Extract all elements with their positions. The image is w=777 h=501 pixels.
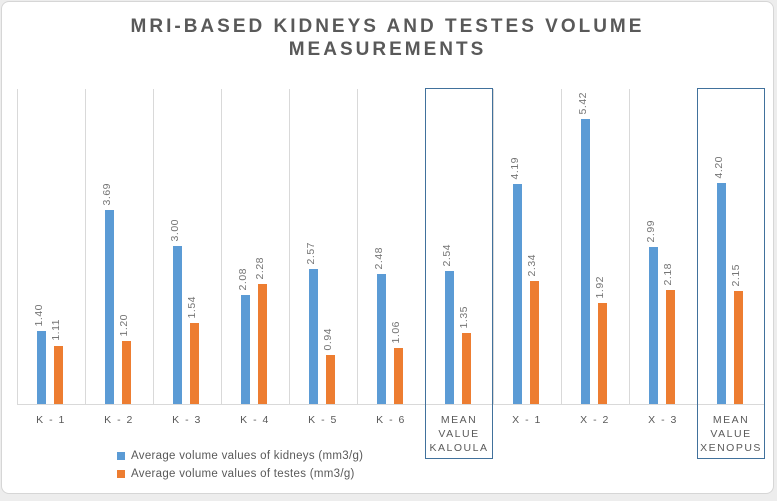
bar-kidneys: [581, 119, 590, 404]
category-gridline: [493, 89, 494, 404]
data-label-kidneys: 4.20: [713, 155, 725, 178]
bar-testes: [54, 346, 63, 404]
plot-area: 1.40 3.69 3.00 2.08 2.57 2.48 2.54 4.19 5.42 2.99…: [17, 88, 765, 459]
x-axis-label-line: MEAN: [712, 414, 750, 426]
category-gridline: [357, 89, 358, 404]
legend-swatch-icon: [117, 452, 125, 460]
data-label-kidneys: 2.48: [373, 246, 385, 269]
bar-kidneys: [445, 271, 454, 404]
data-label-kidneys: 2.99: [645, 219, 657, 242]
category-gridline: [764, 89, 765, 404]
x-axis-label-line: K - 2: [104, 414, 134, 426]
bar-testes: [598, 303, 607, 404]
x-axis-label-line: K - 4: [240, 414, 270, 426]
x-axis-label: X - 3: [629, 413, 697, 427]
bar-kidneys: [37, 331, 46, 404]
bar-testes: [394, 348, 403, 404]
x-axis-label-line: VALUE: [438, 428, 480, 440]
bar-testes: [190, 323, 199, 404]
x-axis-label-line: X - 1: [512, 414, 542, 426]
category-gridline: [425, 89, 426, 404]
mean-value-highlight-box: [425, 88, 493, 459]
category-gridline: [289, 89, 290, 404]
x-axis-label-line: K - 1: [36, 414, 66, 426]
data-label-testes: 1.06: [390, 320, 402, 343]
data-label-kidneys: 2.08: [237, 267, 249, 290]
data-label-testes: 1.54: [186, 295, 198, 318]
x-axis-label: K - 2: [85, 413, 153, 427]
x-axis-label-line: X - 2: [580, 414, 610, 426]
chart-title: MRI-BASED KIDNEYS AND TESTES VOLUME MEAS…: [130, 16, 645, 60]
legend-item-testes: Average volume values of testes (mm3/g): [117, 465, 363, 483]
bar-kidneys: [377, 274, 386, 404]
x-axis-label: X - 1: [493, 413, 561, 427]
data-label-kidneys: 3.00: [169, 218, 181, 241]
x-axis-label: MEAN VALUE XENOPUS: [697, 413, 765, 455]
data-label-testes: 0.94: [322, 327, 334, 350]
data-label-testes: 2.18: [662, 262, 674, 285]
category-gridline: [221, 89, 222, 404]
legend-swatch-icon: [117, 470, 125, 478]
x-axis-label-line: VALUE: [710, 428, 752, 440]
x-axis-label-line: KALOULA: [429, 442, 489, 454]
data-label-testes: 1.35: [458, 305, 470, 328]
x-axis-label-line: K - 6: [376, 414, 406, 426]
data-label-kidneys: 2.54: [441, 243, 453, 266]
legend-item-kidneys: Average volume values of kidneys (mm3/g): [117, 447, 363, 465]
data-label-kidneys: 2.57: [305, 241, 317, 264]
bar-testes: [462, 333, 471, 404]
category-gridline: [85, 89, 86, 404]
bar-testes: [666, 290, 675, 404]
x-axis-label-line: X - 3: [648, 414, 678, 426]
bar-kidneys: [717, 183, 726, 404]
x-axis-label-line: XENOPUS: [700, 442, 762, 454]
data-label-testes: 2.28: [254, 256, 266, 279]
data-label-kidneys: 1.40: [33, 303, 45, 326]
x-axis-label-line: K - 5: [308, 414, 338, 426]
data-label-kidneys: 4.19: [509, 156, 521, 179]
bar-kidneys: [241, 295, 250, 404]
bar-testes: [530, 281, 539, 404]
category-gridline: [561, 89, 562, 404]
x-axis-label: MEAN VALUE KALOULA: [425, 413, 493, 455]
legend: Average volume values of kidneys (mm3/g)…: [117, 447, 363, 483]
data-label-kidneys: 3.69: [101, 182, 113, 205]
legend-label: Average volume values of kidneys (mm3/g): [131, 450, 364, 462]
category-gridline: [153, 89, 154, 404]
x-axis-label: K - 6: [357, 413, 425, 427]
x-axis-label: K - 3: [153, 413, 221, 427]
bar-kidneys: [105, 210, 114, 404]
category-gridline: [629, 89, 630, 404]
data-label-testes: 2.15: [730, 263, 742, 286]
data-label-testes: 1.20: [118, 313, 130, 336]
data-label-testes: 2.34: [526, 253, 538, 276]
bar-kidneys: [309, 269, 318, 404]
bar-testes: [258, 284, 267, 404]
bar-testes: [326, 355, 335, 404]
x-axis-label-line: K - 3: [172, 414, 202, 426]
data-label-testes: 1.92: [594, 275, 606, 298]
category-gridline: [17, 89, 18, 404]
chart-frame: MRI-BASED KIDNEYS AND TESTES VOLUME MEAS…: [1, 1, 774, 494]
x-axis-label-line: MEAN: [440, 414, 478, 426]
category-gridline: [697, 89, 698, 404]
bar-testes: [734, 291, 743, 404]
x-axis-label: K - 5: [289, 413, 357, 427]
bar-kidneys: [649, 247, 658, 404]
x-axis-label: X - 2: [561, 413, 629, 427]
data-label-kidneys: 5.42: [577, 91, 589, 114]
x-axis-label: K - 4: [221, 413, 289, 427]
bar-kidneys: [173, 246, 182, 404]
legend-label: Average volume values of testes (mm3/g): [131, 468, 355, 480]
x-axis-label: K - 1: [17, 413, 85, 427]
bar-kidneys: [513, 184, 522, 404]
bar-testes: [122, 341, 131, 404]
data-label-testes: 1.11: [50, 319, 62, 341]
